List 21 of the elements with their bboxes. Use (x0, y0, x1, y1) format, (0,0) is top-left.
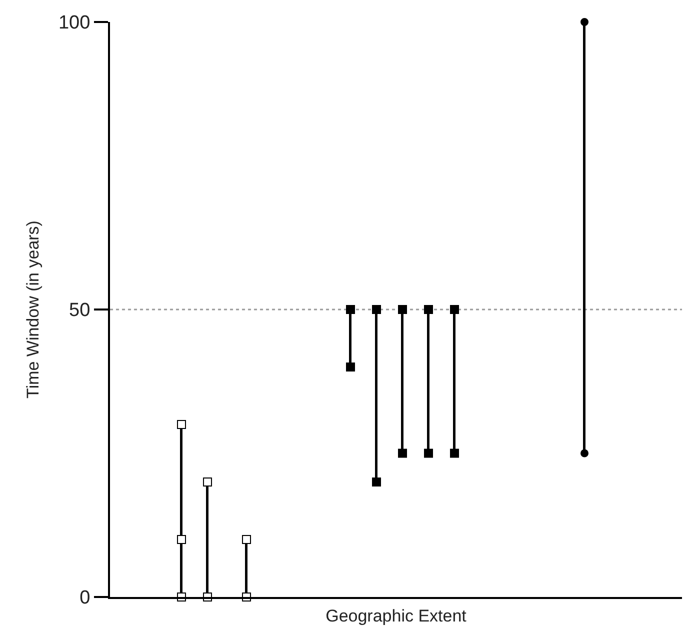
point (580, 449, 588, 458)
point (177, 535, 186, 544)
point (346, 362, 355, 372)
point (450, 305, 459, 314)
point (372, 478, 381, 486)
x-axis-title: Geographic Extent (326, 606, 467, 626)
y-tick-label: 50 (69, 300, 90, 322)
point (346, 305, 355, 314)
point (398, 305, 407, 314)
y-axis-title: Time Window (in years) (24, 220, 43, 398)
point (580, 18, 588, 26)
point (398, 448, 407, 458)
point (372, 305, 381, 314)
point (242, 535, 251, 544)
point (203, 478, 212, 486)
y-tick-label: 100 (58, 12, 90, 34)
point (424, 305, 433, 314)
point (177, 420, 186, 429)
point (450, 448, 459, 458)
y-tick-label: 0 (80, 588, 90, 609)
point (424, 448, 433, 458)
